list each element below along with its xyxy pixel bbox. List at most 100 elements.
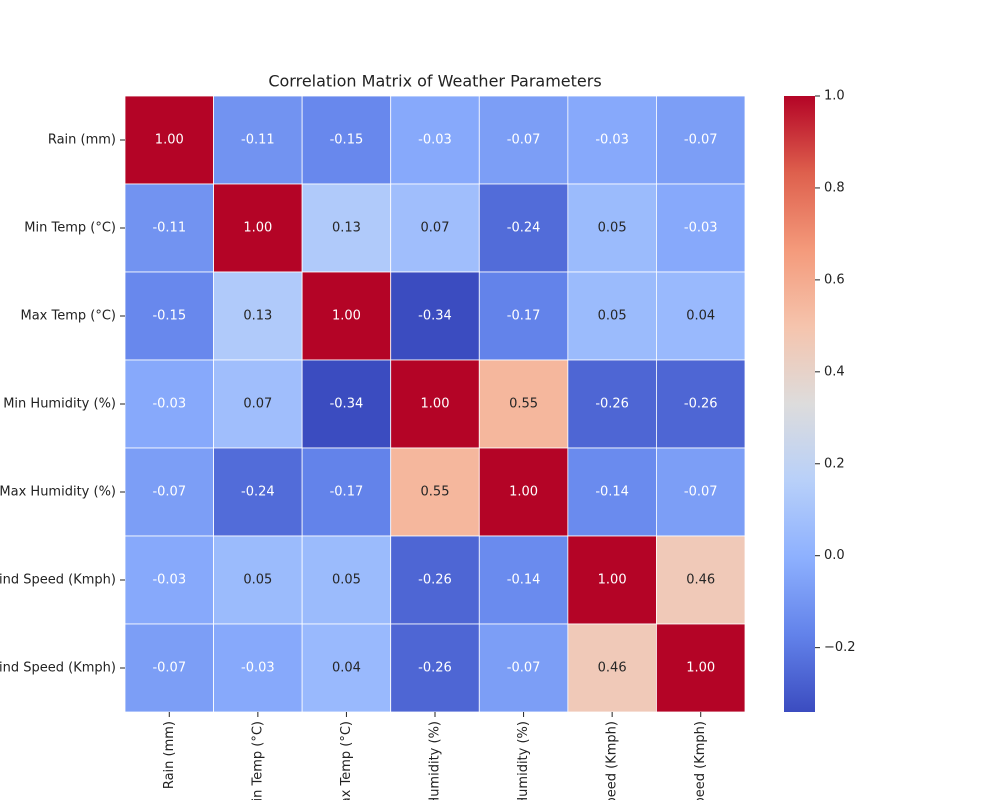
cell-label: -0.26 xyxy=(418,661,452,676)
cell-label: 0.46 xyxy=(686,573,715,588)
chart-title: Correlation Matrix of Weather Parameters xyxy=(268,72,601,91)
y-tick-label: Min Humidity (%) xyxy=(3,397,116,412)
cell-label: -0.07 xyxy=(507,661,541,676)
y-tick-label: Max Wind Speed (Kmph) xyxy=(0,661,116,676)
cell-label: 0.46 xyxy=(598,661,627,676)
cell-label: -0.11 xyxy=(152,221,186,236)
cell-label: -0.17 xyxy=(507,309,541,324)
cell-label: 1.00 xyxy=(243,221,272,236)
cell-label: 0.04 xyxy=(332,661,361,676)
heatmap-cell xyxy=(124,95,214,185)
heatmap-cell xyxy=(478,271,569,361)
heatmap-cell xyxy=(656,535,746,625)
cell-label: 0.05 xyxy=(243,573,272,588)
cell-label: -0.07 xyxy=(507,133,541,148)
cell-label: -0.15 xyxy=(330,133,364,148)
x-tick-label: Min Wind Speed (Kmph) xyxy=(605,721,620,800)
x-tick-label: Max Humidity (%) xyxy=(516,721,531,800)
cell-label: 0.07 xyxy=(421,221,450,236)
colorbar-tick-label: 0.8 xyxy=(824,180,845,195)
heatmap-cell xyxy=(213,359,303,449)
cell-label: -0.03 xyxy=(241,661,275,676)
cell-label: -0.14 xyxy=(595,485,629,500)
heatmap-cell xyxy=(301,623,392,713)
cell-label: 0.07 xyxy=(243,397,272,412)
heatmap-cell xyxy=(567,359,657,449)
cell-label: 0.55 xyxy=(509,397,538,412)
heatmap-cell xyxy=(390,623,480,713)
cell-label: -0.03 xyxy=(418,133,452,148)
heatmap-cell xyxy=(301,183,392,273)
cell-label: 1.00 xyxy=(155,133,184,148)
cell-label: -0.17 xyxy=(330,485,364,500)
cell-label: 0.05 xyxy=(332,573,361,588)
heatmap-cell xyxy=(478,95,569,185)
cell-label: 1.00 xyxy=(421,397,450,412)
cell-label: 0.13 xyxy=(332,221,361,236)
cell-label: -0.26 xyxy=(418,573,452,588)
cell-label: 0.04 xyxy=(686,309,715,324)
heatmap-cell xyxy=(124,623,214,713)
cell-label: -0.15 xyxy=(152,309,186,324)
heatmap-cell xyxy=(567,623,657,713)
heatmap-cell xyxy=(301,95,392,185)
heatmap-cell xyxy=(656,271,746,361)
heatmap-cell xyxy=(124,447,214,537)
colorbar-tick-label: 0.6 xyxy=(824,272,845,287)
cell-label: -0.07 xyxy=(152,485,186,500)
heatmap-cell xyxy=(124,183,214,273)
cell-label: 0.05 xyxy=(598,221,627,236)
y-tick-label: Max Humidity (%) xyxy=(0,485,116,500)
heatmap-cell xyxy=(478,623,569,713)
y-tick-label: Max Temp (°C) xyxy=(20,309,116,324)
heatmap-cell xyxy=(656,359,746,449)
colorbar-tick-label: 0.4 xyxy=(824,364,845,379)
heatmap-cell xyxy=(478,535,569,625)
heatmap-cell xyxy=(124,535,214,625)
heatmap-cell xyxy=(567,271,657,361)
heatmap-cell xyxy=(213,535,303,625)
heatmap-cell xyxy=(390,535,480,625)
cell-label: 0.55 xyxy=(421,485,450,500)
heatmap-cell xyxy=(656,623,746,713)
heatmap-cell xyxy=(124,271,214,361)
cell-label: -0.03 xyxy=(152,573,186,588)
heatmap-cell xyxy=(478,183,569,273)
cell-label: -0.26 xyxy=(684,397,718,412)
heatmap-cell xyxy=(656,183,746,273)
x-tick-label: Max Temp (°C) xyxy=(339,721,354,800)
cell-label: 0.05 xyxy=(598,309,627,324)
cell-label: -0.07 xyxy=(684,485,718,500)
heatmap-cell xyxy=(390,271,480,361)
cell-label: 1.00 xyxy=(509,485,538,500)
colorbar-tick-label: 1.0 xyxy=(824,89,845,104)
heatmap-cell xyxy=(301,271,392,361)
x-tick-label: Min Temp (°C) xyxy=(250,721,265,800)
cell-label: 1.00 xyxy=(598,573,627,588)
heatmap-cell xyxy=(213,95,303,185)
heatmap-cell xyxy=(567,183,657,273)
y-tick-label: Min Wind Speed (Kmph) xyxy=(0,573,116,588)
cell-label: 0.13 xyxy=(243,309,272,324)
cell-label: -0.03 xyxy=(152,397,186,412)
cell-label: -0.07 xyxy=(684,133,718,148)
colorbar-tick-label: 0.0 xyxy=(824,548,845,563)
x-tick-label: Rain (mm) xyxy=(162,721,177,789)
heatmap-cell xyxy=(213,271,303,361)
cell-label: -0.03 xyxy=(595,133,629,148)
y-tick-label: Rain (mm) xyxy=(48,133,116,148)
cell-label: -0.24 xyxy=(507,221,541,236)
x-tick-label: Min Humidity (%) xyxy=(428,721,443,800)
cell-label: -0.26 xyxy=(595,397,629,412)
colorbar-tick-label: 0.2 xyxy=(824,456,845,471)
cell-label: -0.14 xyxy=(507,573,541,588)
cell-label: 1.00 xyxy=(686,661,715,676)
colorbar xyxy=(784,96,815,712)
heatmap-cell xyxy=(656,447,746,537)
heatmap-cell xyxy=(301,447,392,537)
x-tick-label: Max Wind Speed (Kmph) xyxy=(693,721,708,800)
y-tick-label: Min Temp (°C) xyxy=(24,221,116,236)
cell-label: -0.11 xyxy=(241,133,275,148)
cell-label: -0.24 xyxy=(241,485,275,500)
